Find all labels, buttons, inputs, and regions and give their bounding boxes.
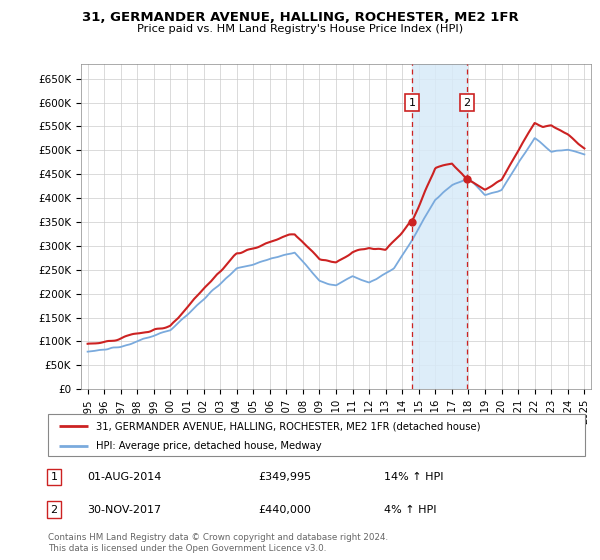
Text: 31, GERMANDER AVENUE, HALLING, ROCHESTER, ME2 1FR (detached house): 31, GERMANDER AVENUE, HALLING, ROCHESTER…: [97, 421, 481, 431]
Text: 1: 1: [50, 472, 58, 482]
Text: 1: 1: [409, 97, 415, 108]
Text: HPI: Average price, detached house, Medway: HPI: Average price, detached house, Medw…: [97, 441, 322, 451]
Text: Price paid vs. HM Land Registry's House Price Index (HPI): Price paid vs. HM Land Registry's House …: [137, 24, 463, 34]
Text: 2: 2: [464, 97, 471, 108]
Text: 30-NOV-2017: 30-NOV-2017: [87, 505, 161, 515]
Text: £349,995: £349,995: [258, 472, 311, 482]
Text: £440,000: £440,000: [258, 505, 311, 515]
FancyBboxPatch shape: [48, 414, 585, 456]
Text: 4% ↑ HPI: 4% ↑ HPI: [384, 505, 437, 515]
Bar: [412, 64, 467, 389]
Text: 2: 2: [50, 505, 58, 515]
Text: 31, GERMANDER AVENUE, HALLING, ROCHESTER, ME2 1FR: 31, GERMANDER AVENUE, HALLING, ROCHESTER…: [82, 11, 518, 24]
Text: Contains HM Land Registry data © Crown copyright and database right 2024.
This d: Contains HM Land Registry data © Crown c…: [48, 533, 388, 553]
Text: 01-AUG-2014: 01-AUG-2014: [87, 472, 161, 482]
Text: 14% ↑ HPI: 14% ↑ HPI: [384, 472, 443, 482]
